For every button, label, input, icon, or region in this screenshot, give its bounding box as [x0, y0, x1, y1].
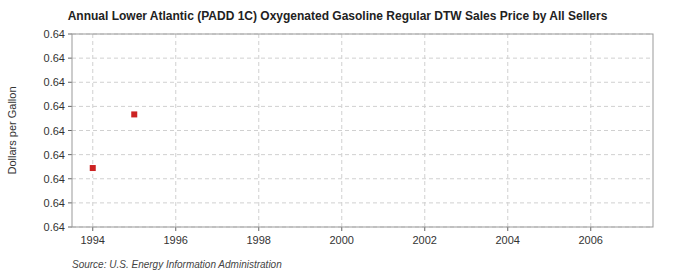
x-tick [175, 227, 176, 231]
y-grid-line [72, 202, 653, 203]
y-grid-line [72, 82, 653, 83]
plot-frame [72, 34, 653, 227]
y-tick [68, 202, 72, 203]
grid [72, 34, 653, 227]
y-tick-label: 0.64 [44, 197, 65, 209]
y-axis-label: Dollars per Gallon [6, 86, 18, 174]
y-grid-line [72, 178, 653, 179]
x-grid-line [590, 34, 591, 227]
y-tick-label: 0.64 [44, 52, 65, 64]
x-grid-line [92, 34, 93, 227]
x-tick [341, 227, 342, 231]
x-tick-label: 2006 [579, 234, 603, 246]
data-point [131, 111, 137, 117]
x-grid-line [507, 34, 508, 227]
x-tick [507, 227, 508, 231]
y-tick-label: 0.64 [44, 221, 65, 233]
x-tick-label: 2004 [496, 234, 520, 246]
x-grid-line [258, 34, 259, 227]
title: Annual Lower Atlantic (PADD 1C) Oxygenat… [68, 9, 608, 23]
y-tick [68, 82, 72, 83]
x-tick-label: 2000 [330, 234, 354, 246]
y-tick-label: 0.64 [44, 173, 65, 185]
y-tick-label: 0.64 [44, 28, 65, 40]
x-tick [258, 227, 259, 231]
y-tick [68, 58, 72, 59]
x-tick [92, 227, 93, 231]
source-note: Source: U.S. Energy Information Administ… [72, 259, 282, 270]
x-tick-label: 1998 [247, 234, 271, 246]
y-tick-label: 0.64 [44, 76, 65, 88]
y-tick-label: 0.64 [44, 149, 65, 161]
y-tick [68, 130, 72, 131]
y-tick [68, 178, 72, 179]
chart: 0.64 0.64 0.64 0.64 0.64 0.64 0.64 0.64 0.64 1994… [0, 0, 675, 275]
y-grid-line [72, 130, 653, 131]
x-grid-line [341, 34, 342, 227]
y-tick [68, 34, 72, 35]
x-grid-line [424, 34, 425, 227]
y-tick [68, 227, 72, 228]
axes: 0.64 0.64 0.64 0.64 0.64 0.64 0.64 0.64 0.64 1994… [44, 28, 653, 246]
x-grid-line [175, 34, 176, 227]
data-point [90, 165, 96, 171]
x-tick [424, 227, 425, 231]
y-grid-line [72, 154, 653, 155]
points [90, 111, 138, 171]
x-tick-label: 1996 [164, 234, 188, 246]
y-tick [68, 154, 72, 155]
y-tick-label: 0.64 [44, 100, 65, 112]
y-tick [68, 106, 72, 107]
y-grid-line [72, 58, 653, 59]
x-tick-label: 2002 [413, 234, 437, 246]
y-tick-label: 0.64 [44, 125, 65, 137]
x-tick [590, 227, 591, 231]
y-grid-line [72, 106, 653, 107]
x-tick-label: 1994 [81, 234, 105, 246]
